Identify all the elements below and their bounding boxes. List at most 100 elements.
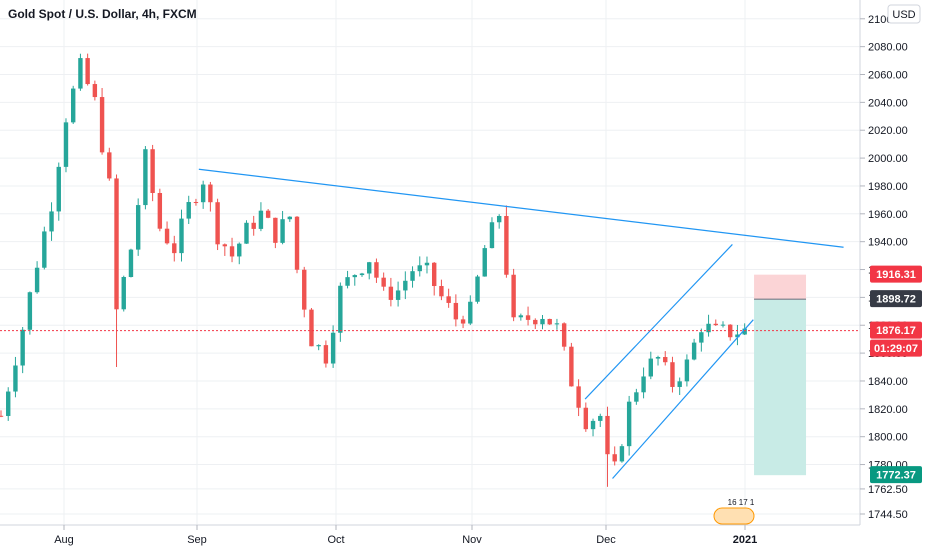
y-axis-panel[interactable] <box>860 0 932 525</box>
candle-body <box>85 58 90 85</box>
candle-body <box>468 301 473 324</box>
candle-body <box>222 244 228 247</box>
candle-body <box>576 386 581 408</box>
candle-body <box>71 88 76 123</box>
candle-body <box>720 324 726 326</box>
candle-body <box>598 415 603 421</box>
x-axis-panel[interactable] <box>0 525 932 550</box>
candle-body <box>648 358 653 377</box>
candle-body <box>251 222 256 229</box>
price-tag-last <box>870 321 922 339</box>
price-tag-entry <box>870 290 922 308</box>
candle-body <box>424 262 430 266</box>
position-tool[interactable] <box>754 274 807 476</box>
candle-body <box>569 346 574 387</box>
price-tag-text: 1772.37 <box>876 470 916 482</box>
candle-body <box>583 407 589 430</box>
candle-body <box>280 219 285 243</box>
svg-text:USD: USD <box>892 9 915 21</box>
candle-body <box>728 324 733 338</box>
candle-body <box>128 249 134 277</box>
candle-body <box>475 276 480 302</box>
candle-body <box>330 332 336 364</box>
trendline[interactable] <box>198 168 844 248</box>
currency-button[interactable]: USD <box>887 4 921 24</box>
candle-body <box>388 286 394 300</box>
candle-body <box>518 315 524 318</box>
candle-body <box>107 152 112 179</box>
candle-body <box>561 323 567 347</box>
candle-body <box>309 309 314 347</box>
price-tag-text: 01:29:07 <box>874 343 918 355</box>
x-tick-label: Nov <box>462 534 482 546</box>
candle-body <box>439 286 444 297</box>
svg-text:16 17 1: 16 17 1 <box>728 498 755 507</box>
candlesticks[interactable] <box>0 53 747 487</box>
candle-body <box>265 210 271 218</box>
candle-body <box>684 359 690 382</box>
candle-body <box>114 178 119 310</box>
candle-body <box>742 328 747 335</box>
candle-body <box>92 84 98 98</box>
stop-zone[interactable] <box>754 274 807 300</box>
candle-body <box>504 215 509 275</box>
candle-body <box>460 319 466 324</box>
candle-body <box>699 332 704 343</box>
y-tick-label: 2060.00 <box>868 70 908 82</box>
y-tick-label: 1940.00 <box>868 237 908 249</box>
candle-body <box>453 302 459 320</box>
candle-body <box>417 265 422 272</box>
candle-body <box>186 202 191 219</box>
candle-body <box>164 228 170 244</box>
candle-body <box>208 184 213 203</box>
candle-body <box>410 271 415 281</box>
candle-body <box>634 392 639 402</box>
x-tick-label: Dec <box>596 534 616 546</box>
candle-body <box>99 97 105 153</box>
price-tag-text: 1916.31 <box>876 269 916 281</box>
y-tick-label: 1800.00 <box>868 432 908 444</box>
candle-body <box>135 205 141 250</box>
trendlines[interactable] <box>198 168 844 479</box>
y-tick-label: 2080.00 <box>868 42 908 54</box>
candle-body <box>157 192 163 229</box>
chart-title: Gold Spot / U.S. Dollar, 4h, FXCM <box>8 7 197 21</box>
candle-body <box>56 166 61 212</box>
candle-body <box>302 269 307 310</box>
candle-body <box>374 262 379 278</box>
candle-body <box>294 216 300 270</box>
y-tick-label: 2040.00 <box>868 97 908 109</box>
candle-body <box>27 292 33 330</box>
candle-body <box>121 276 126 310</box>
candle-body <box>670 362 675 387</box>
target-zone[interactable] <box>754 299 807 476</box>
candle-body <box>34 267 40 293</box>
candle-body <box>215 202 220 245</box>
candle-body <box>42 231 47 268</box>
candle-body <box>626 401 632 447</box>
candle-body <box>200 184 206 203</box>
trendline[interactable] <box>584 244 733 400</box>
candle-body <box>547 318 552 325</box>
trendline[interactable] <box>612 319 754 479</box>
x-tick-label: 2021 <box>733 534 757 546</box>
candle-body <box>6 391 11 416</box>
candle-body <box>540 318 545 325</box>
x-tick-label: Oct <box>327 534 344 546</box>
candle-body <box>663 357 668 363</box>
candle-body <box>78 58 83 89</box>
grid-lines <box>0 0 860 525</box>
price-tag-stop <box>870 265 922 283</box>
candle-body <box>367 262 372 274</box>
candle-body <box>533 319 538 325</box>
candle-body <box>641 376 646 393</box>
candle-body <box>605 415 610 455</box>
candle-body <box>619 446 625 462</box>
candle-body <box>273 217 278 243</box>
x-tick-label: Aug <box>54 534 74 546</box>
candle-body <box>403 280 408 291</box>
candle-body <box>338 285 343 333</box>
candle-body <box>496 215 502 223</box>
y-tick-label: 1980.00 <box>868 181 908 193</box>
